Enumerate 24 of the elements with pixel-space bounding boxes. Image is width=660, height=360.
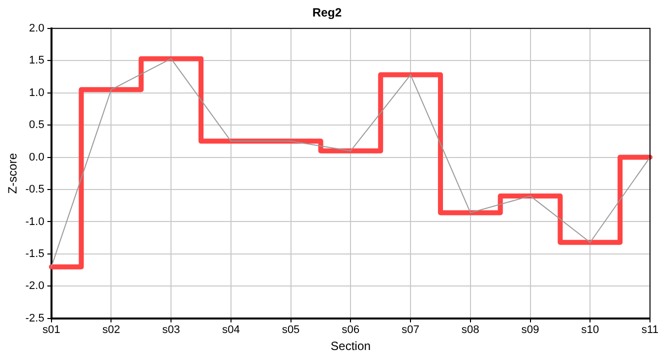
- y-tick-label: 0.0: [29, 151, 44, 164]
- x-tick-label: s02: [102, 324, 120, 336]
- y-tick-label: 0.5: [29, 119, 44, 132]
- x-tick-label: s05: [282, 324, 300, 336]
- y-axis-title: Z-score: [6, 152, 20, 194]
- x-tick-label: s08: [462, 324, 480, 336]
- y-tick-label: -0.5: [25, 184, 44, 196]
- x-tick-label: s06: [342, 324, 360, 336]
- y-tick-label: 1.5: [29, 54, 44, 67]
- y-tick-label: 1.0: [29, 86, 44, 99]
- x-tick-label: s11: [642, 324, 658, 336]
- y-tick-label: -1.5: [25, 248, 44, 260]
- y-tick-label: -2.0: [25, 280, 44, 292]
- y-tick-label: 2.0: [29, 22, 44, 34]
- x-tick-label: s03: [162, 324, 180, 336]
- x-tick-label: s10: [581, 324, 600, 336]
- x-tick-label: s04: [222, 324, 240, 336]
- x-tick-label: s09: [521, 324, 540, 336]
- x-axis-title: Section: [330, 339, 371, 354]
- x-tick-label: s07: [402, 324, 420, 336]
- y-tick-label: -2.5: [25, 312, 44, 324]
- x-tick-label: s01: [42, 324, 60, 336]
- chart-title: Reg2: [312, 6, 342, 20]
- y-tick-label: -1.0: [25, 216, 44, 228]
